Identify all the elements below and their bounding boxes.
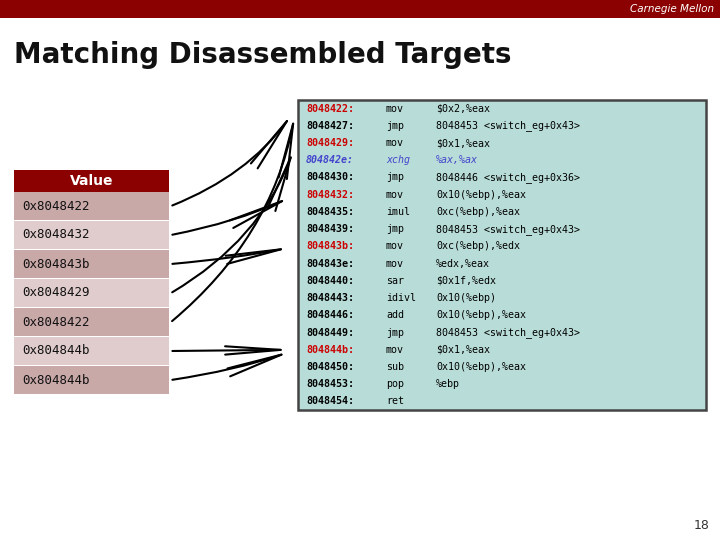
Text: 0xc(%ebp),%edx: 0xc(%ebp),%edx [436,241,520,252]
Text: jmp: jmp [386,327,404,338]
Text: add: add [386,310,404,320]
Text: %edx,%eax: %edx,%eax [436,259,490,268]
Text: Matching Disassembled Targets: Matching Disassembled Targets [14,41,511,69]
Text: mov: mov [386,190,404,200]
Text: 0x10(%ebp),%eax: 0x10(%ebp),%eax [436,362,526,372]
Text: Value: Value [70,174,113,188]
Bar [14,192,169,220]
Text: $0x1,%eax: $0x1,%eax [436,345,490,355]
Text: 0x10(%ebp),%eax: 0x10(%ebp),%eax [436,190,526,200]
Text: jmp: jmp [386,172,404,183]
Bar [14,308,169,336]
FancyBboxPatch shape [298,100,706,410]
Text: 0x8048422: 0x8048422 [22,315,89,328]
Text: 8048450:: 8048450: [306,362,354,372]
Bar [14,221,169,249]
Text: mov: mov [386,345,404,355]
Text: 8048429:: 8048429: [306,138,354,148]
Bar [14,337,169,365]
Text: 8048422:: 8048422: [306,104,354,113]
Text: ret: ret [386,396,404,407]
Text: 8048453 <switch_eg+0x43>: 8048453 <switch_eg+0x43> [436,327,580,338]
Bar [0,0,720,18]
Text: 8048449:: 8048449: [306,327,354,338]
Text: 804842e:: 804842e: [306,156,354,165]
Text: $0x1,%eax: $0x1,%eax [436,138,490,148]
Text: 8048453 <switch_eg+0x43>: 8048453 <switch_eg+0x43> [436,120,580,131]
Bar [14,250,169,278]
Text: 0x804843b: 0x804843b [22,258,89,271]
Text: 8048435:: 8048435: [306,207,354,217]
Text: xchg: xchg [386,156,410,165]
Text: 8048427:: 8048427: [306,121,354,131]
Text: 8048439:: 8048439: [306,224,354,234]
Text: jmp: jmp [386,121,404,131]
Text: 0x10(%ebp),%eax: 0x10(%ebp),%eax [436,310,526,320]
Text: imul: imul [386,207,410,217]
Text: 8048453:: 8048453: [306,379,354,389]
Text: mov: mov [386,104,404,113]
Text: jmp: jmp [386,224,404,234]
Text: 0x804844b: 0x804844b [22,374,89,387]
Text: 804844b:: 804844b: [306,345,354,355]
Text: 8048440:: 8048440: [306,276,354,286]
Text: 8048446 <switch_eg+0x36>: 8048446 <switch_eg+0x36> [436,172,580,183]
Text: %ax,%ax: %ax,%ax [436,156,478,165]
Text: 804843e:: 804843e: [306,259,354,268]
Bar [14,279,169,307]
Text: pop: pop [386,379,404,389]
Text: 804843b:: 804843b: [306,241,354,252]
Bar [14,366,169,394]
Text: 8048430:: 8048430: [306,172,354,183]
Text: Carnegie Mellon: Carnegie Mellon [630,4,714,14]
Text: 0xc(%ebp),%eax: 0xc(%ebp),%eax [436,207,520,217]
Text: 0x8048432: 0x8048432 [22,228,89,241]
Text: idivl: idivl [386,293,416,303]
Text: 8048443:: 8048443: [306,293,354,303]
Text: %ebp: %ebp [436,379,460,389]
Text: $0x2,%eax: $0x2,%eax [436,104,490,113]
Text: $0x1f,%edx: $0x1f,%edx [436,276,496,286]
Text: 0x8048429: 0x8048429 [22,287,89,300]
Text: mov: mov [386,138,404,148]
Text: 0x10(%ebp): 0x10(%ebp) [436,293,496,303]
Text: 18: 18 [694,519,710,532]
Text: mov: mov [386,259,404,268]
Text: 0x8048422: 0x8048422 [22,199,89,213]
Text: 8048432:: 8048432: [306,190,354,200]
Bar [14,170,169,192]
Text: sar: sar [386,276,404,286]
Text: 8048454:: 8048454: [306,396,354,407]
Text: 0x804844b: 0x804844b [22,345,89,357]
Text: sub: sub [386,362,404,372]
Text: 8048453 <switch_eg+0x43>: 8048453 <switch_eg+0x43> [436,224,580,234]
Text: 8048446:: 8048446: [306,310,354,320]
Text: mov: mov [386,241,404,252]
